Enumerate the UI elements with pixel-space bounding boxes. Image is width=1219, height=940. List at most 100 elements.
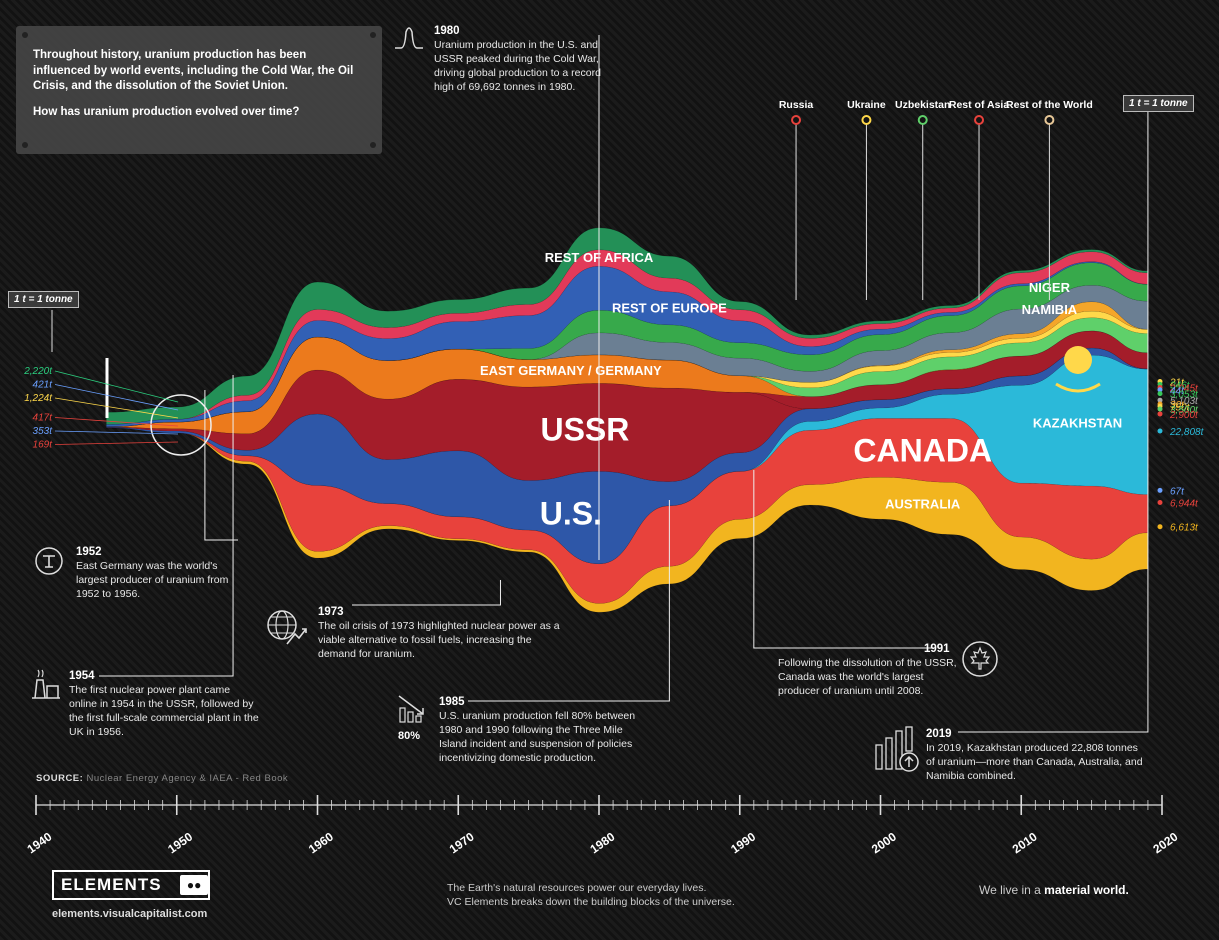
area-label: AUSTRALIA <box>885 496 961 511</box>
x-tick-label: 2010 <box>1010 829 1040 856</box>
leader-dot <box>791 115 802 125</box>
annotation-1973: 1973 The oil crisis of 1973 highlighted … <box>318 605 566 661</box>
x-tick-label: 1940 <box>24 829 54 856</box>
value-label-2019: 22,808t <box>1169 427 1205 438</box>
slogan-emphasis: material world. <box>1044 883 1129 897</box>
source-note: SOURCE: Nuclear Energy Agency & IAEA - R… <box>36 773 288 784</box>
area-label: KAZAKHSTAN <box>1033 415 1122 430</box>
value-label-1952: 169t <box>33 440 54 451</box>
value-label-2019: 67t <box>1170 486 1185 497</box>
value-connector <box>54 430 179 435</box>
area-label: EAST GERMANY / GERMANY <box>480 363 662 378</box>
annotation-text: Uranium production in the U.S. and USSR … <box>434 39 601 93</box>
unit-label-right: 1 t = 1 tonne <box>1123 95 1194 112</box>
annotation-connector <box>99 375 234 677</box>
annotation-1985: 1985 U.S. uranium production fell 80% be… <box>439 695 645 765</box>
tagline-line-1: The Earth's natural resources power our … <box>447 882 707 894</box>
nuclear-plant-icon <box>32 669 60 699</box>
annotation-text: In 2019, Kazakhstan produced 22,808 tonn… <box>926 742 1143 782</box>
annotation-year: 1985 <box>439 696 465 708</box>
value-label-2019: 21t <box>1169 378 1185 389</box>
zoom-circle-icon <box>150 394 212 456</box>
value-label-2019: 2,045t <box>1169 383 1199 394</box>
annotation-2019: 2019 In 2019, Kazakhstan produced 22,808… <box>926 727 1146 783</box>
annotation-1980: 1980 Uranium production in the U.S. and … <box>434 24 602 94</box>
source-label: SOURCE: <box>36 773 84 784</box>
value-label-1952: 2,220t <box>23 366 53 377</box>
maple-leaf-icon <box>962 641 998 677</box>
value-dot <box>1157 397 1163 403</box>
decline-badge: 80% <box>398 730 421 742</box>
peak-curve-icon <box>395 27 423 49</box>
annotation-text: The first nuclear power plant came onlin… <box>69 684 259 738</box>
screw-dot <box>22 142 28 148</box>
annotation-text: U.S. uranium production fell 80% between… <box>439 710 636 764</box>
value-label-2019: 5,103t <box>1170 396 1199 407</box>
unit-label-left: 1 t = 1 tonne <box>8 291 79 308</box>
country-label: Rest of the World <box>1006 99 1093 111</box>
value-dot <box>1157 524 1163 530</box>
x-tick-label: 1950 <box>165 829 195 856</box>
area-label: U.S. <box>540 496 602 532</box>
value-dot <box>1157 500 1163 505</box>
site-url[interactable]: elements.visualcapitalist.com <box>52 908 208 920</box>
area-label: REST OF EUROPE <box>612 300 727 315</box>
annotation-year: 1952 <box>76 546 102 558</box>
value-label-2019: 750t <box>1170 402 1191 413</box>
value-connector <box>54 441 179 445</box>
leader-dot <box>861 115 872 125</box>
screw-dot <box>370 32 376 38</box>
annotation-year: 1954 <box>69 670 95 682</box>
intro-question: How has uranium production evolved over … <box>33 105 300 118</box>
bar-decline-icon <box>398 695 424 723</box>
value-label-2019: 6,613t <box>1170 523 1199 534</box>
growth-bars-icon <box>875 726 919 772</box>
annotation-year: 1991 <box>924 643 950 655</box>
x-tick-label: 1990 <box>728 829 758 856</box>
tagline-line-2: VC Elements breaks down the building blo… <box>447 896 735 908</box>
value-label-1952: 417t <box>33 413 54 424</box>
annotation-connector <box>204 390 238 541</box>
value-label-2019: 44t <box>1170 386 1185 397</box>
value-dot <box>1157 391 1163 397</box>
leader-dot <box>1044 115 1055 125</box>
country-label: Rest of Asia <box>949 99 1009 111</box>
value-label-2019: 30t <box>1170 400 1185 411</box>
area-u-s- <box>106 347 1149 565</box>
slogan-prefix: We live in a <box>979 883 1041 897</box>
area-label: CANADA <box>853 432 992 468</box>
annotation-year: 2019 <box>926 728 952 740</box>
logo-text: ELEMENTS <box>61 875 162 894</box>
value-connector <box>54 370 179 403</box>
elements-logo[interactable]: ELEMENTS ●● <box>52 870 210 900</box>
annotation-connector <box>958 110 1149 733</box>
country-label: Ukraine <box>847 99 886 111</box>
annotation-text: The oil crisis of 1973 highlighted nucle… <box>318 620 560 660</box>
globe-trend-icon <box>267 610 307 645</box>
leader-dot <box>917 115 928 125</box>
value-label-2019: 2,900t <box>1169 410 1199 421</box>
annotation-connector <box>352 580 501 606</box>
x-tick-label: 2020 <box>1150 829 1180 856</box>
source-text: Nuclear Energy Agency & IAEA - Red Book <box>86 773 289 784</box>
intro-box: Throughout history, uranium production h… <box>16 26 382 154</box>
x-tick-label: 1980 <box>587 829 617 856</box>
value-connector <box>54 397 179 419</box>
value-dot <box>1157 487 1163 493</box>
slogan: We live in a material world. <box>979 883 1129 897</box>
factory-badge-icon <box>35 547 63 575</box>
value-label-2019: 3,053t <box>1170 390 1199 401</box>
area-label: USSR <box>540 412 629 448</box>
kazakh-eagle-icon <box>1055 382 1101 393</box>
annotation-1954: 1954 The first nuclear power plant came … <box>69 669 259 739</box>
value-connector <box>54 417 179 427</box>
tagline: The Earth's natural resources power our … <box>447 881 735 909</box>
brand-mark-icon: ●● <box>180 875 208 895</box>
value-dot <box>1157 387 1163 393</box>
country-label: Russia <box>779 99 814 111</box>
annotation-1991: 1991 Following the dissolution of the US… <box>778 642 962 698</box>
value-label-2019: 346t <box>1170 380 1191 391</box>
kazakh-sun-icon <box>1064 346 1092 374</box>
value-dot <box>1157 406 1163 412</box>
screw-dot <box>22 32 28 38</box>
